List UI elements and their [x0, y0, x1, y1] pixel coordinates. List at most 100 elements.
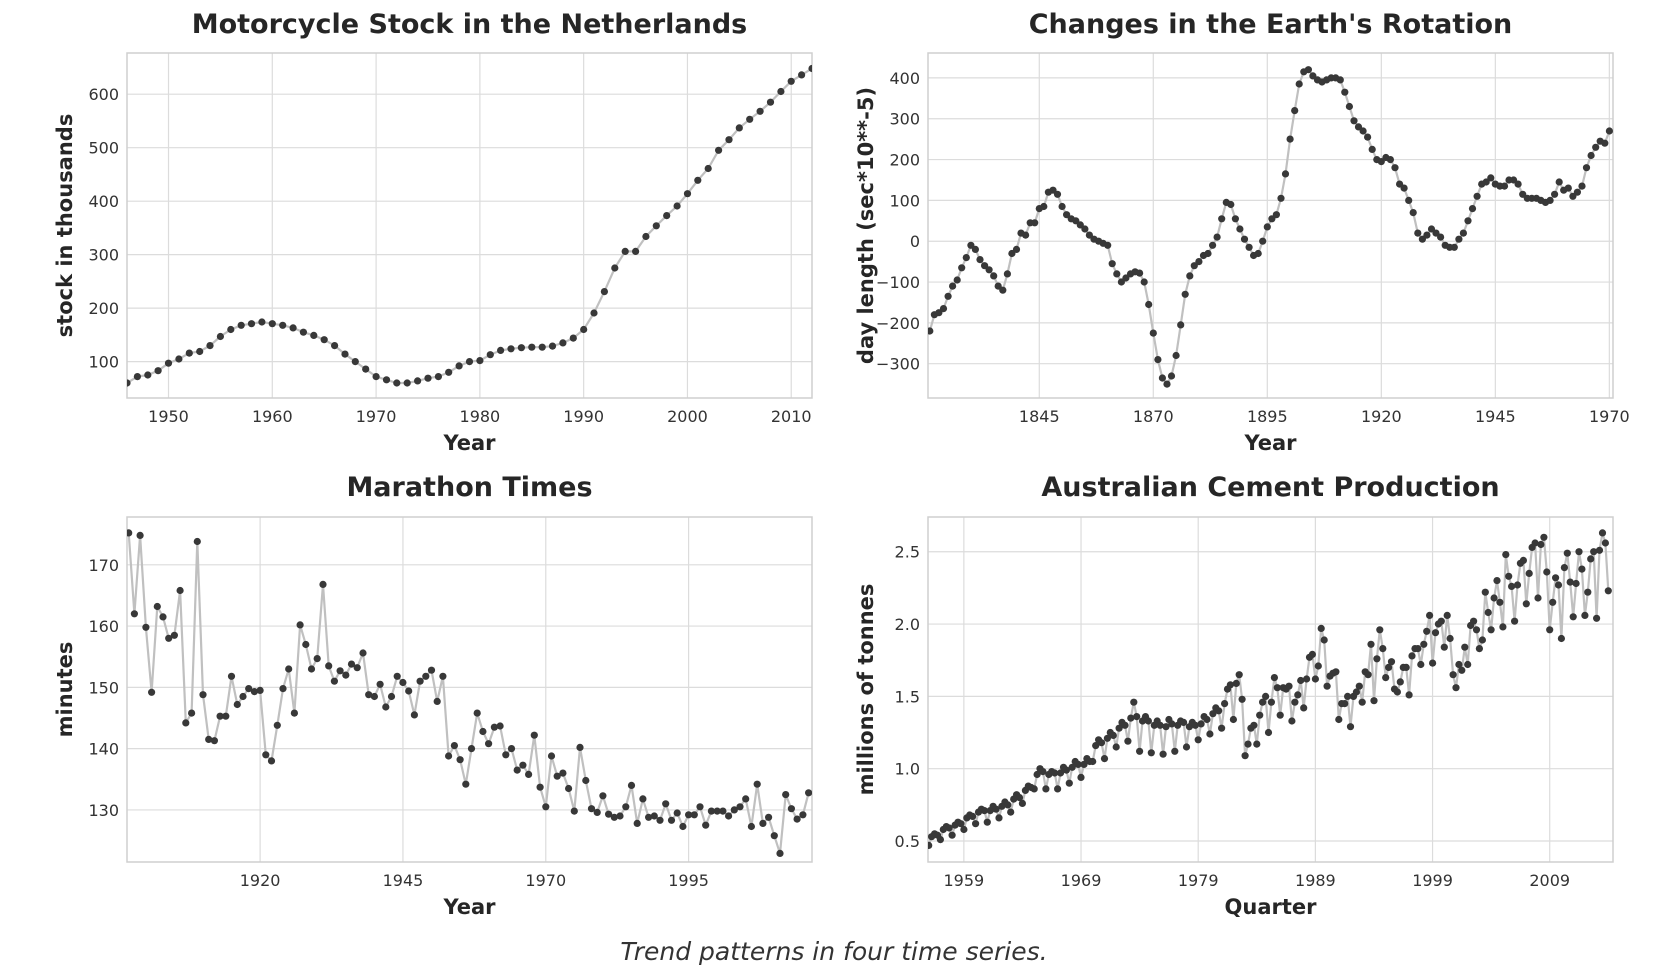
data-point — [1443, 611, 1451, 620]
y-tick-label: 100 — [88, 353, 119, 372]
data-point — [1264, 728, 1273, 737]
data-point — [1595, 546, 1604, 554]
data-point — [1291, 107, 1299, 115]
data-point — [530, 731, 538, 739]
data-point — [310, 331, 318, 339]
data-point — [382, 703, 390, 711]
data-point — [1218, 724, 1226, 732]
data-point — [1551, 190, 1559, 198]
data-point — [353, 664, 361, 672]
data-point — [1104, 241, 1112, 249]
data-point — [479, 727, 487, 736]
data-point — [1074, 760, 1082, 769]
data-point — [1149, 329, 1157, 337]
data-point — [928, 841, 933, 849]
x-tick-label: 1989 — [1295, 871, 1336, 890]
data-point — [1244, 740, 1252, 748]
data-point — [1240, 235, 1249, 243]
data-point — [473, 709, 481, 717]
plot-frame — [927, 52, 1614, 399]
data-point — [576, 743, 584, 752]
data-point — [1367, 640, 1375, 648]
data-point — [1385, 663, 1393, 672]
data-point — [1256, 711, 1264, 719]
data-point — [1076, 221, 1084, 229]
data-point — [559, 339, 567, 347]
data-point — [462, 780, 470, 788]
y-tick-label: 1.0 — [895, 760, 920, 779]
data-point — [370, 692, 378, 701]
data-point — [1400, 184, 1408, 192]
data-point — [1358, 698, 1366, 706]
data-point — [1519, 556, 1527, 565]
data-point — [1031, 219, 1039, 227]
data-point — [182, 719, 190, 727]
data-point — [1344, 692, 1352, 701]
data-point — [536, 783, 544, 791]
data-point — [1464, 217, 1472, 225]
data-point — [1004, 801, 1012, 809]
data-point — [1163, 380, 1171, 388]
data-point — [1341, 88, 1349, 96]
data-point — [154, 367, 162, 375]
data-point — [569, 334, 577, 342]
data-point — [1508, 582, 1516, 591]
y-tick-label: 1.5 — [895, 687, 920, 706]
data-point — [393, 379, 401, 387]
x-tick-label: 2009 — [1529, 871, 1570, 890]
data-point — [1127, 714, 1135, 722]
data-point — [1229, 715, 1237, 724]
data-point — [1423, 627, 1431, 635]
data-point — [341, 350, 349, 358]
data-point — [427, 666, 436, 674]
data-point — [1206, 730, 1214, 738]
data-point — [1241, 752, 1249, 760]
data-point — [799, 811, 807, 819]
x-tick-label: 1980 — [460, 407, 501, 426]
data-point — [1513, 581, 1522, 589]
data-point — [945, 824, 953, 832]
data-point — [1181, 290, 1189, 298]
data-point — [770, 832, 778, 840]
data-point — [279, 321, 287, 329]
data-point — [690, 811, 698, 819]
data-point — [1180, 718, 1188, 727]
data-point — [1003, 270, 1012, 278]
data-point — [1238, 695, 1246, 703]
data-point — [1382, 674, 1390, 682]
series-group — [127, 64, 812, 387]
data-point — [652, 222, 660, 230]
y-tick-label: 200 — [889, 151, 920, 170]
y-tick-label: 2.0 — [895, 615, 920, 634]
data-point — [1420, 640, 1428, 648]
data-point — [1172, 351, 1180, 360]
chart-title: Changes in the Earth's Rotation — [1029, 9, 1513, 40]
data-point — [1122, 274, 1130, 282]
data-point — [605, 810, 613, 818]
y-tick-label: 2.5 — [895, 543, 920, 562]
x-tick-label: 1920 — [1361, 407, 1402, 426]
data-point — [702, 821, 710, 829]
data-point — [1402, 663, 1410, 672]
data-point — [507, 745, 516, 753]
data-point — [642, 232, 650, 241]
data-point — [948, 831, 956, 839]
x-tick-label: 1995 — [668, 871, 709, 890]
data-point — [725, 812, 733, 820]
data-point — [759, 819, 767, 828]
data-point — [455, 362, 463, 370]
data-point — [1581, 611, 1589, 620]
data-point — [1377, 158, 1385, 166]
data-point — [1546, 196, 1554, 204]
data-point — [980, 807, 989, 815]
data-point — [1311, 675, 1319, 683]
data-point — [992, 805, 1000, 813]
data-point — [1601, 139, 1609, 147]
data-point — [519, 761, 527, 769]
data-point — [227, 672, 236, 680]
data-point — [1259, 237, 1267, 245]
data-point — [1496, 598, 1504, 606]
data-point — [1092, 742, 1100, 750]
data-point — [1511, 617, 1519, 625]
